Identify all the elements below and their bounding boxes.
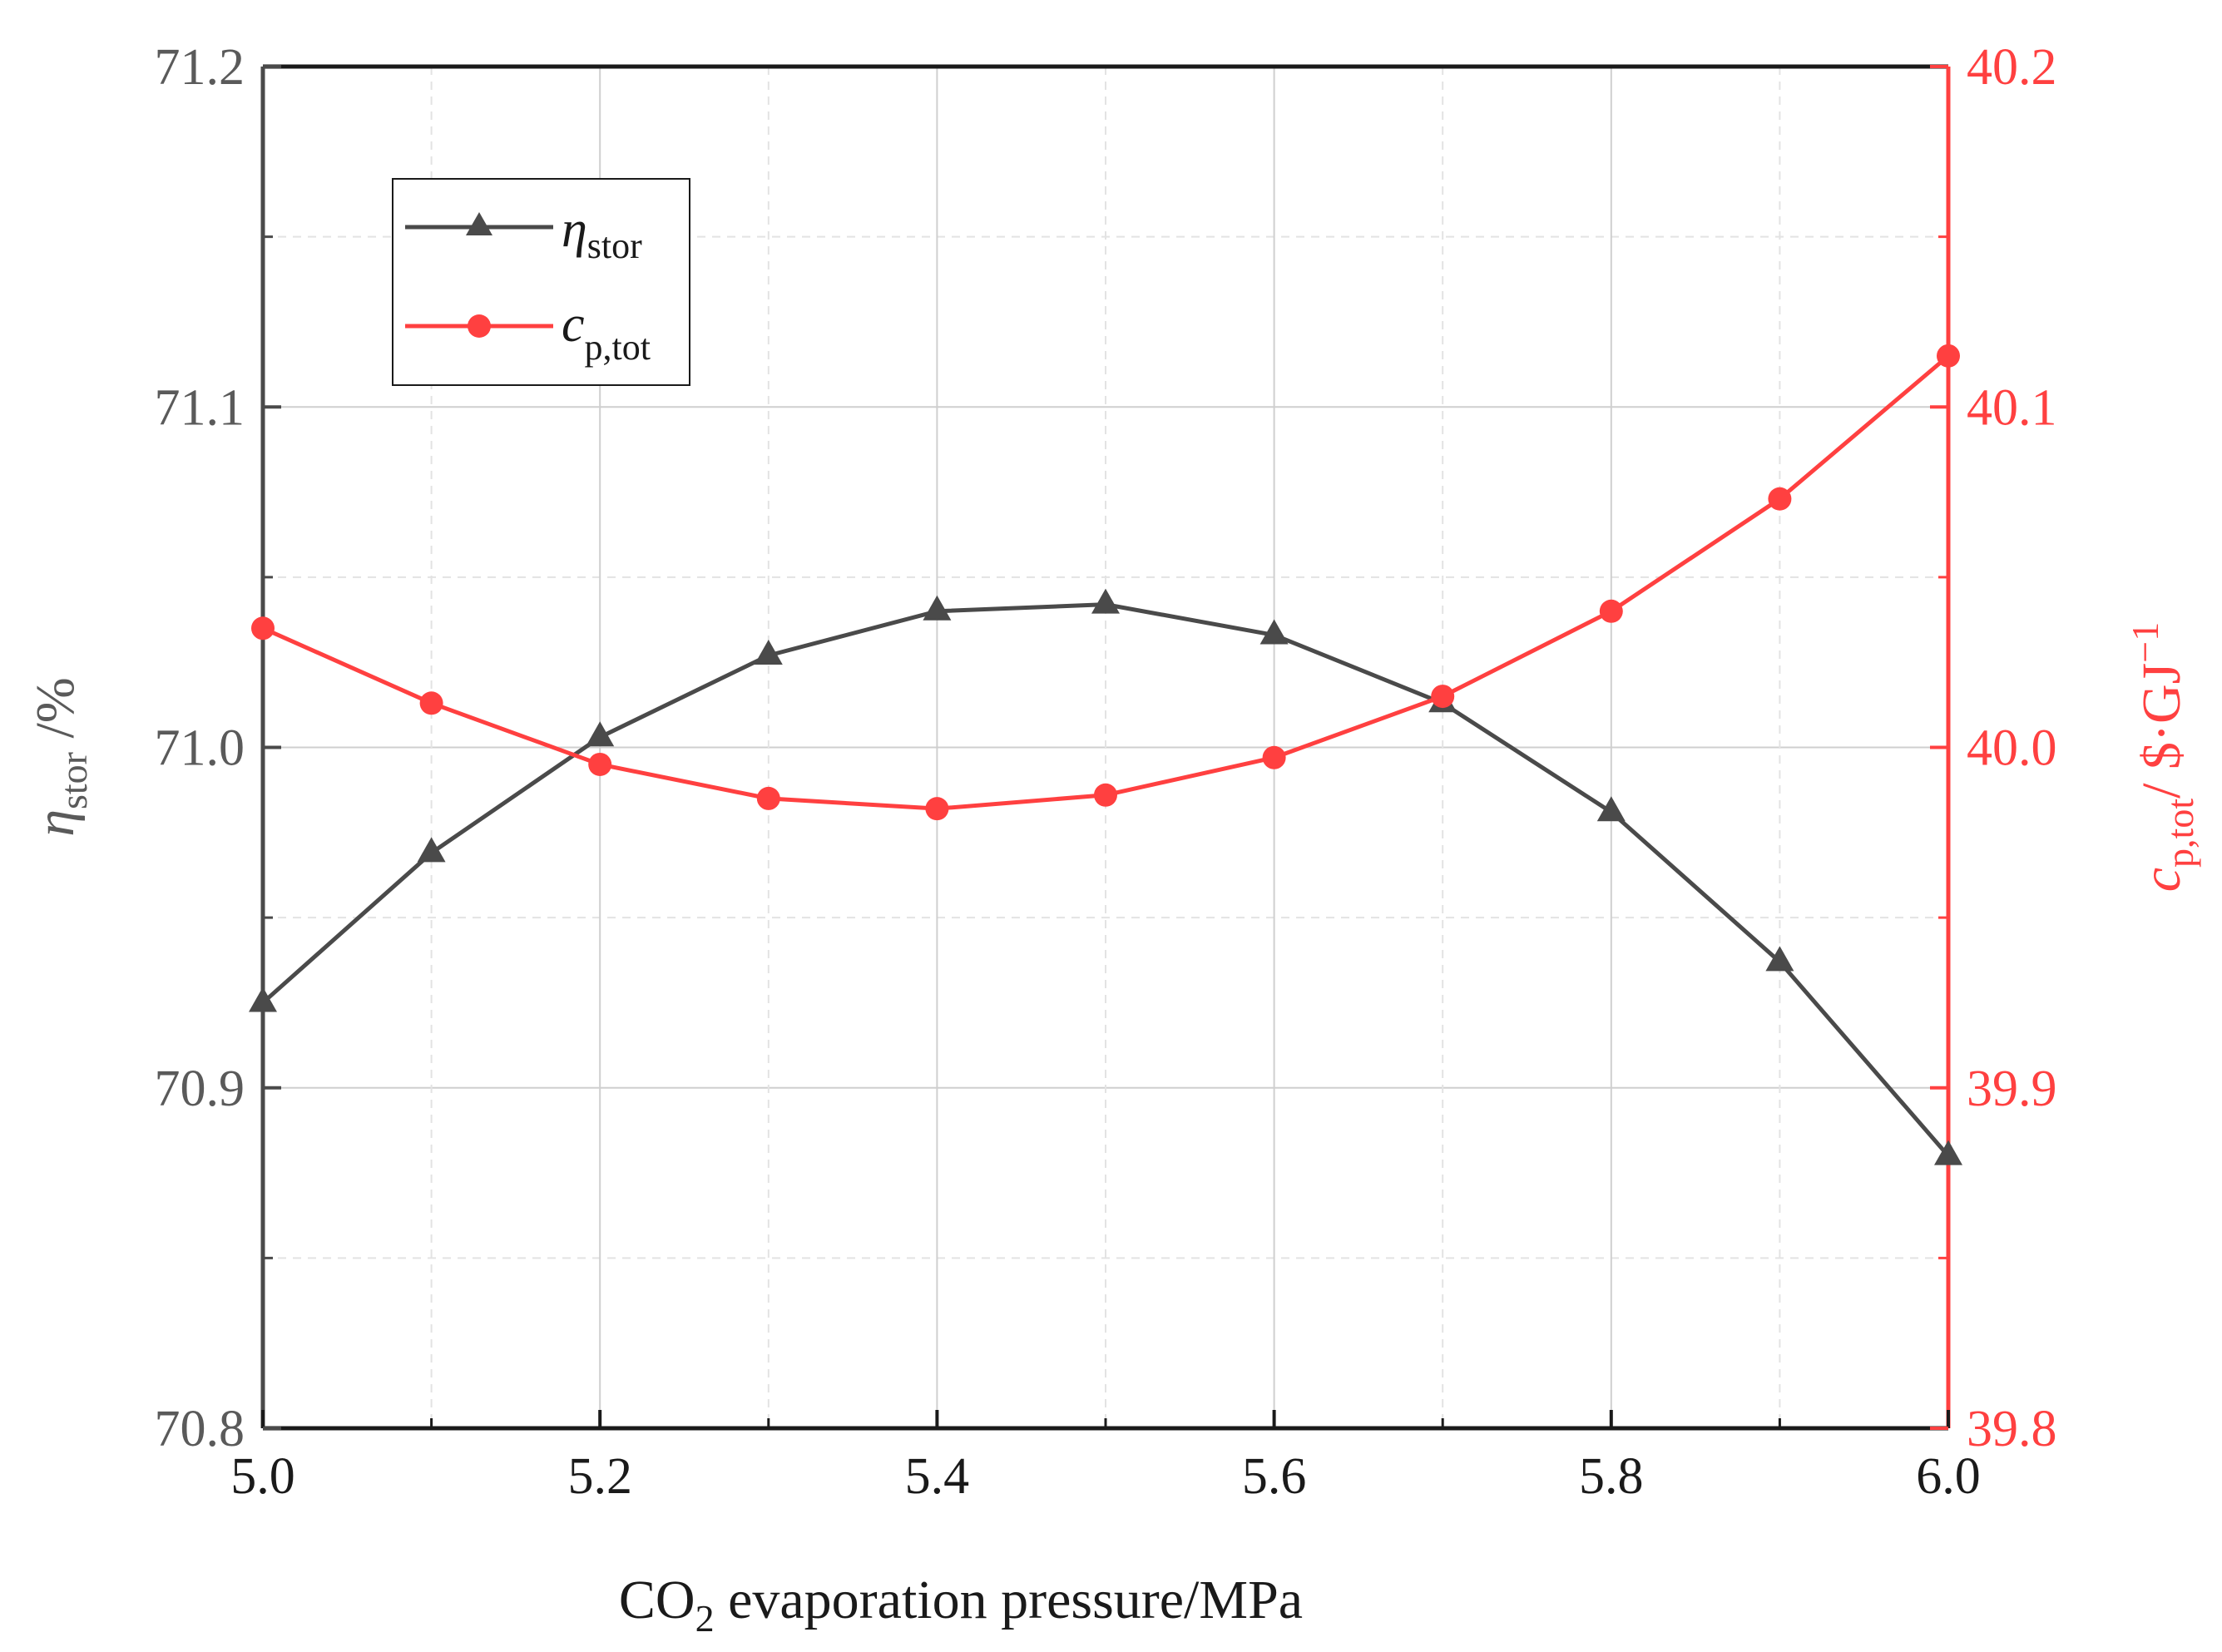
point-c_p_tot bbox=[1431, 685, 1455, 709]
right-y-tick-label: 39.9 bbox=[1967, 1061, 2057, 1117]
right-y-tick-label: 39.8 bbox=[1967, 1401, 2057, 1457]
x-axis-title: CO2 evaporation pressure/MPa bbox=[619, 1570, 1303, 1640]
point-c_p_tot bbox=[1937, 344, 1960, 368]
point-c_p_tot bbox=[251, 616, 275, 641]
right-y-tick-label: 40.2 bbox=[1967, 39, 2057, 96]
right-y-tick-label: 40.1 bbox=[1967, 379, 2057, 436]
point-eta_stor bbox=[923, 595, 952, 621]
point-eta_stor bbox=[1596, 796, 1626, 822]
series bbox=[249, 344, 1962, 1165]
left-y-tick-label: 71.2 bbox=[155, 39, 245, 96]
ticks: 5.0 5.2 5.4 5.6 5.8 6.0 70.8 70.9 71.0 71.1 71.2 39… bbox=[155, 39, 2057, 1505]
right-y-tick-label: 40.0 bbox=[1967, 720, 2057, 777]
legend-triangle-marker-icon bbox=[466, 212, 492, 235]
legend-box bbox=[392, 178, 690, 386]
legend-entry-eta-stor: ηstor bbox=[405, 201, 642, 266]
x-tick-label: 5.8 bbox=[1579, 1448, 1644, 1505]
point-c_p_tot bbox=[419, 691, 443, 715]
point-c_p_tot bbox=[1768, 487, 1792, 511]
x-tick-label: 5.2 bbox=[567, 1448, 632, 1505]
point-eta_stor bbox=[1091, 588, 1120, 614]
point-c_p_tot bbox=[588, 752, 612, 776]
point-eta_stor bbox=[1934, 1140, 1962, 1165]
point-eta_stor bbox=[249, 987, 277, 1012]
x-tick-label: 5.4 bbox=[905, 1448, 970, 1505]
point-c_p_tot bbox=[1262, 745, 1286, 769]
left-y-axis-title: ηstor /% bbox=[25, 677, 95, 837]
point-eta_stor bbox=[586, 721, 615, 747]
left-y-tick-label: 71.0 bbox=[155, 720, 245, 777]
left-y-tick-label: 70.9 bbox=[155, 1061, 245, 1117]
point-c_p_tot bbox=[1094, 783, 1117, 807]
point-c_p_tot bbox=[1599, 599, 1623, 623]
point-eta_stor bbox=[754, 640, 783, 665]
legend-label-c-p-tot: cp,tot bbox=[562, 296, 651, 368]
x-tick-label: 6.0 bbox=[1916, 1448, 1981, 1505]
point-c_p_tot bbox=[756, 786, 780, 810]
right-y-axis-title: cp,tot/ $·GJ−1 bbox=[2124, 622, 2201, 892]
legend-label-eta-stor: ηstor bbox=[562, 201, 642, 266]
x-tick-label: 5.0 bbox=[230, 1448, 295, 1505]
point-eta_stor bbox=[417, 837, 446, 863]
x-tick-label: 5.6 bbox=[1242, 1448, 1307, 1505]
point-c_p_tot bbox=[925, 797, 949, 821]
left-y-tick-label: 71.1 bbox=[155, 379, 245, 436]
point-eta_stor bbox=[1765, 946, 1794, 972]
left-y-tick-label: 70.8 bbox=[155, 1401, 245, 1457]
point-eta_stor bbox=[1259, 619, 1289, 645]
legend: ηstor cp,tot bbox=[392, 178, 690, 386]
legend-entry-c-p-tot: cp,tot bbox=[405, 296, 651, 368]
legend-circle-marker-icon bbox=[468, 314, 491, 338]
